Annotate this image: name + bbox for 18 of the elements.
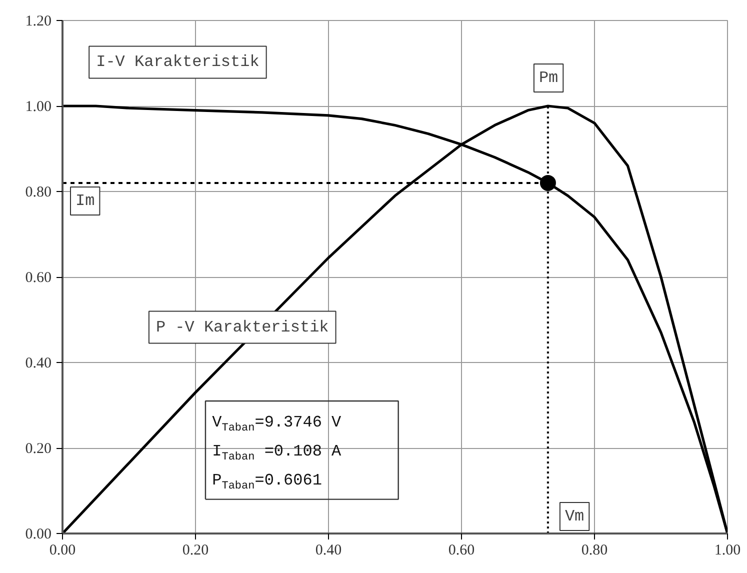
y-tick-label: 0.80 (25, 184, 52, 200)
annotation: P -V Karakteristik (156, 318, 329, 336)
annotation: Pm (538, 69, 558, 87)
ref-line-label: Vm (564, 508, 584, 526)
y-tick-label: 0.20 (25, 441, 52, 457)
x-tick-label: 0.00 (49, 542, 76, 558)
y-tick-label: 1.20 (25, 14, 52, 30)
x-tick-label: 1.00 (714, 542, 741, 558)
x-tick-label: 0.80 (581, 542, 608, 558)
y-tick-label: 0.60 (25, 270, 52, 286)
annotation: I-V Karakteristik (96, 53, 260, 72)
x-tick-label: 0.20 (182, 542, 209, 558)
x-tick-label: 0.60 (448, 542, 475, 558)
x-tick-label: 0.40 (315, 542, 342, 558)
y-tick-label: 0.40 (25, 356, 52, 372)
ref-line-label: Im (76, 192, 95, 210)
y-tick-label: 0.00 (25, 526, 52, 542)
y-tick-label: 1.00 (25, 99, 52, 115)
